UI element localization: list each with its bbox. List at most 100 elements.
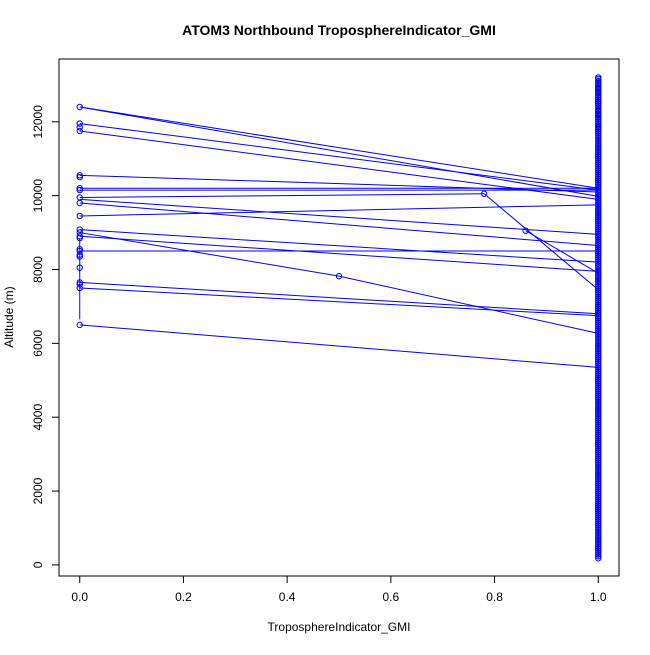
data-point xyxy=(595,548,602,556)
data-point xyxy=(595,209,602,217)
data-point xyxy=(595,502,602,509)
data-point xyxy=(595,555,602,562)
data-point xyxy=(595,297,602,304)
data-point xyxy=(595,305,602,312)
data-point xyxy=(595,477,602,485)
y-tick-label: 8000 xyxy=(31,256,45,283)
data-point xyxy=(595,272,602,280)
data-point xyxy=(595,398,602,406)
x-axis-label: TroposphereIndicator_GMI xyxy=(268,620,411,634)
data-point xyxy=(595,553,602,560)
data-point xyxy=(595,368,602,375)
data-point xyxy=(595,232,602,239)
data-point xyxy=(595,490,602,497)
data-point xyxy=(595,522,602,529)
data-point xyxy=(595,262,602,269)
data-point xyxy=(595,140,602,148)
x-tick-label: 0.6 xyxy=(383,590,400,604)
data-point xyxy=(595,284,602,292)
data-point xyxy=(595,258,602,265)
data-point xyxy=(595,435,602,442)
data-point xyxy=(595,461,602,469)
data-point xyxy=(595,246,602,253)
x-tick-label: 0.8 xyxy=(486,590,503,604)
data-point xyxy=(76,226,83,233)
y-tick-label: 4000 xyxy=(31,404,45,431)
data-point xyxy=(595,327,602,334)
data-point xyxy=(595,370,602,377)
data-point xyxy=(595,358,602,365)
data-point xyxy=(595,534,602,542)
data-point xyxy=(595,295,602,302)
data-point xyxy=(595,538,602,546)
data-point xyxy=(595,388,602,395)
data-point xyxy=(595,299,602,306)
data-point xyxy=(595,264,602,272)
data-point xyxy=(595,201,602,209)
data-point xyxy=(595,321,602,328)
data-point xyxy=(76,251,83,258)
data-point xyxy=(76,186,83,194)
series-segment xyxy=(79,281,599,315)
data-point xyxy=(595,488,602,495)
data-point xyxy=(595,156,602,164)
data-point xyxy=(595,74,602,81)
data-point xyxy=(595,433,602,440)
data-point xyxy=(76,172,83,179)
data-point xyxy=(595,526,602,534)
data-point xyxy=(595,457,602,464)
data-point xyxy=(76,234,83,242)
data-point xyxy=(595,329,602,337)
data-point xyxy=(76,284,83,292)
data-point xyxy=(595,512,602,519)
data-point xyxy=(595,500,602,507)
data-point xyxy=(76,212,83,220)
data-point xyxy=(595,546,602,554)
data-point xyxy=(595,77,602,85)
data-point xyxy=(76,120,83,127)
data-point xyxy=(595,189,602,196)
data-point xyxy=(595,498,602,505)
data-point xyxy=(76,173,83,181)
data-point xyxy=(595,536,602,544)
data-point xyxy=(595,427,602,434)
data-point xyxy=(595,325,602,332)
data-point xyxy=(595,510,602,517)
data-point xyxy=(595,195,602,202)
y-axis-label: Altitude (m) xyxy=(2,286,16,347)
data-point xyxy=(595,473,602,481)
data-point xyxy=(595,410,602,418)
data-point xyxy=(595,378,602,385)
series-points xyxy=(76,74,602,562)
data-point xyxy=(595,356,602,363)
data-point xyxy=(595,412,602,420)
data-point xyxy=(595,266,602,274)
data-point xyxy=(595,339,602,347)
x-tick-label: 0.2 xyxy=(175,590,192,604)
data-point xyxy=(595,254,602,261)
data-point xyxy=(595,144,602,152)
data-point xyxy=(595,152,602,160)
data-point xyxy=(76,253,83,260)
data-point xyxy=(595,483,602,491)
data-point xyxy=(595,159,602,166)
data-point xyxy=(595,376,602,383)
data-point xyxy=(595,224,602,231)
data-point xyxy=(595,252,602,259)
data-point xyxy=(595,100,602,107)
data-point xyxy=(335,272,343,280)
data-point xyxy=(595,286,602,294)
data-point xyxy=(595,445,602,452)
data-point xyxy=(595,380,602,387)
data-point xyxy=(595,441,602,448)
x-tick-label: 0.0 xyxy=(71,590,88,604)
data-point xyxy=(595,386,602,393)
data-point xyxy=(595,250,602,257)
data-point xyxy=(595,506,602,513)
data-point xyxy=(595,197,602,205)
data-point xyxy=(595,353,602,361)
series-segment xyxy=(525,230,599,274)
data-point xyxy=(595,384,602,391)
data-point xyxy=(595,130,602,137)
